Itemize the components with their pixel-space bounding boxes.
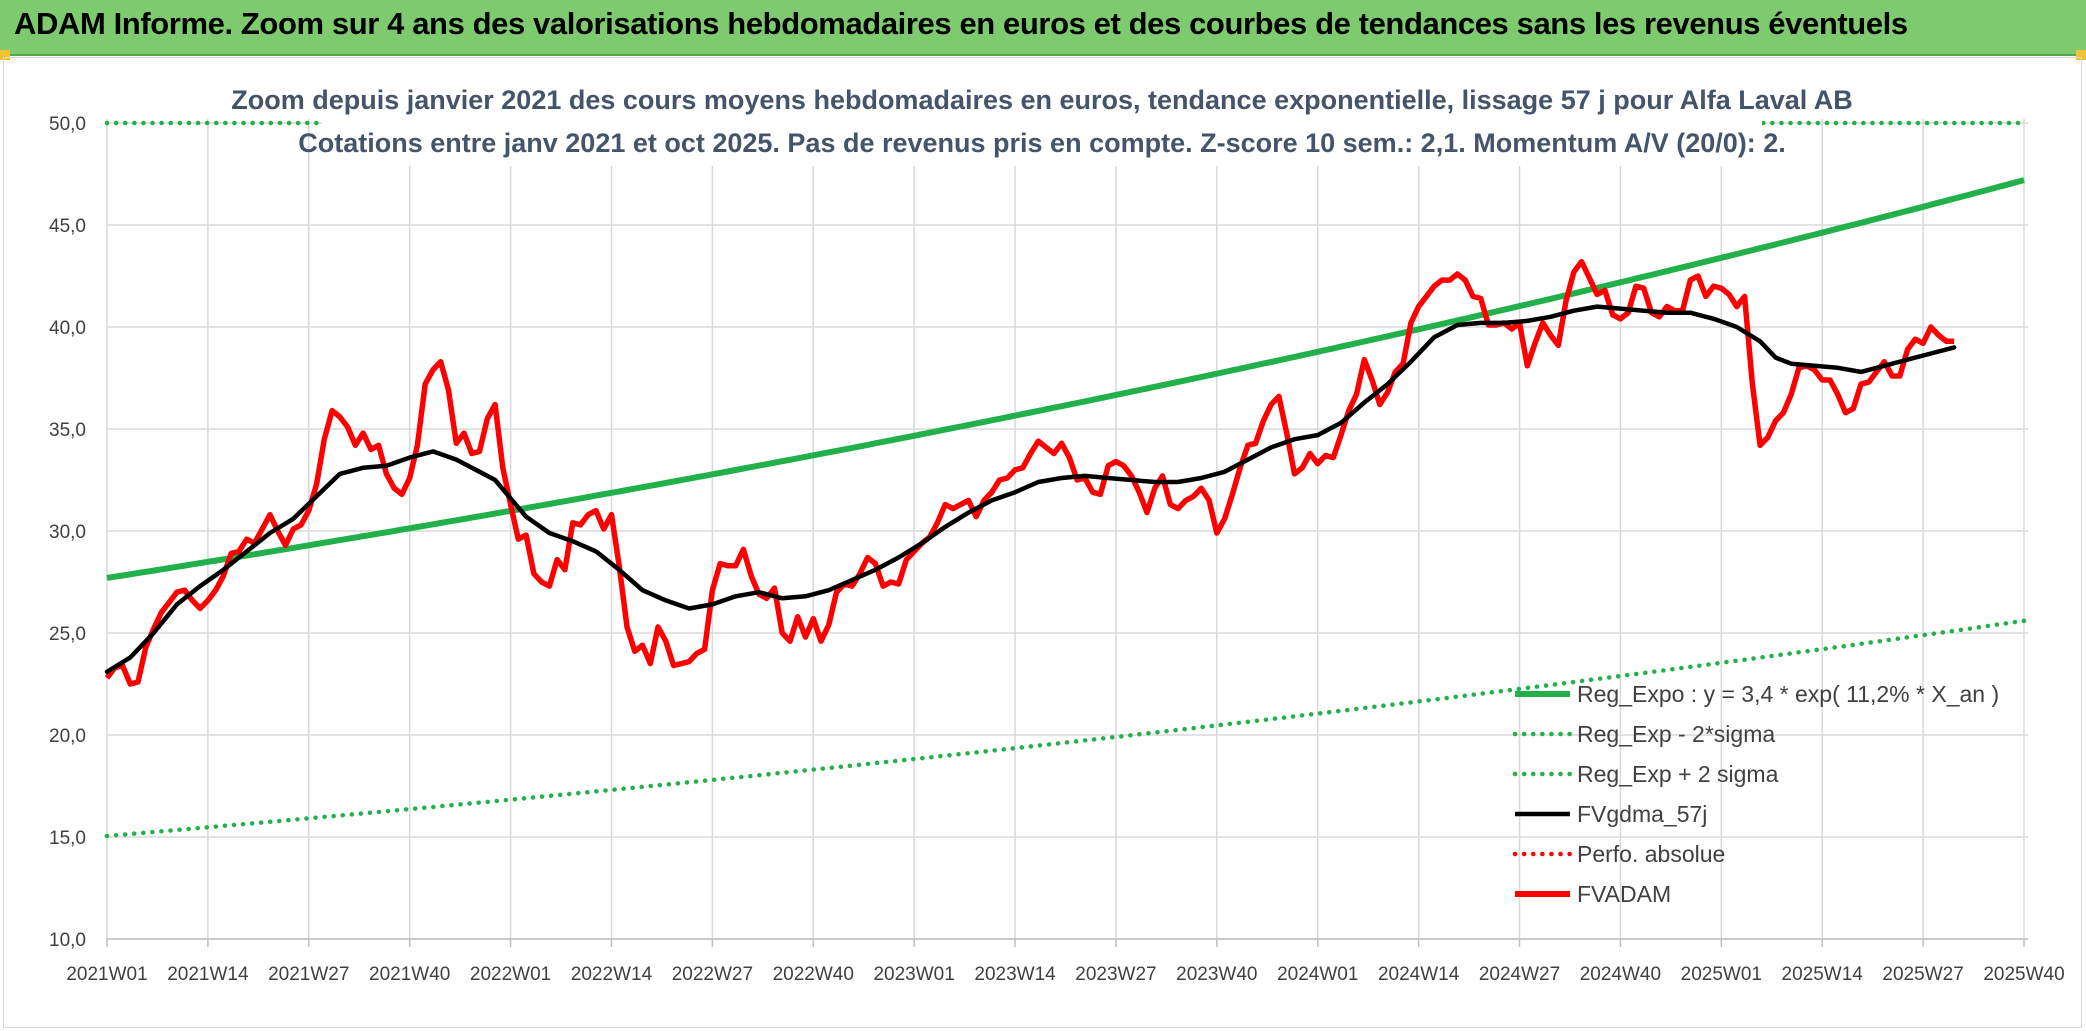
y-tick-label: 25,0 [49, 624, 86, 645]
y-tick-label: 10,0 [49, 930, 86, 951]
x-tick-label: 2025W27 [1882, 964, 1963, 985]
x-tick-label: 2022W01 [470, 964, 551, 985]
corner-marker [0, 50, 10, 60]
x-tick-label: 2022W40 [773, 964, 854, 985]
x-tick-label: 2025W40 [1983, 964, 2064, 985]
reg-expo-trend-line [106, 177, 2025, 581]
x-tick-label: 2025W14 [1782, 964, 1864, 985]
title-banner: ADAM Informe. Zoom sur 4 ans des valoris… [0, 0, 2086, 56]
x-tick-label: 2022W14 [571, 964, 653, 985]
y-tick-label: 40,0 [49, 318, 86, 339]
legend-label-reg_minus: Reg_Exp - 2*sigma [1577, 721, 1775, 747]
chart-subtitle: Cotations entre janv 2021 et oct 2025. P… [298, 128, 1786, 158]
legend-label-reg_plus: Reg_Exp + 2 sigma [1577, 761, 1779, 787]
legend-label-reg_expo: Reg_Expo : y = 3,4 * exp( 11,2% * X_an ) [1577, 681, 1999, 707]
x-tick-label: 2023W14 [974, 964, 1056, 985]
fvadam-line [104, 258, 1955, 687]
y-tick-label: 30,0 [49, 522, 86, 543]
x-tick-label: 2022W27 [672, 964, 753, 985]
x-tick-label: 2021W01 [66, 964, 147, 985]
x-tick-label: 2024W01 [1277, 964, 1358, 985]
fvgdma-57j-line [104, 304, 1957, 675]
y-tick-label: 45,0 [49, 216, 86, 237]
x-tick-label: 2025W01 [1681, 964, 1762, 985]
x-tick-label: 2023W40 [1176, 964, 1257, 985]
corner-marker [2076, 50, 2086, 60]
title-background [322, 76, 1762, 166]
chart-title: Zoom depuis janvier 2021 des cours moyen… [231, 85, 1853, 115]
x-tick-label: 2021W40 [369, 964, 450, 985]
legend-label-fvadam: FVADAM [1577, 881, 1671, 907]
y-tick-label: 15,0 [49, 828, 86, 849]
y-tick-label: 35,0 [49, 420, 86, 441]
x-tick-label: 2024W14 [1378, 964, 1460, 985]
x-tick-label: 2021W27 [268, 964, 349, 985]
legend: Reg_Expo : y = 3,4 * exp( 11,2% * X_an )… [1512, 681, 1999, 907]
legend-label-perfo: Perfo. absolue [1577, 841, 1725, 867]
legend-label-fvgdma: FVgdma_57j [1577, 801, 1707, 827]
y-axis-ticks: 10,0 15,0 20,0 25,0 30,0 35,0 40,0 45,0 50,0 [49, 114, 86, 951]
x-tick-label: 2024W40 [1580, 964, 1661, 985]
y-tick-label: 20,0 [49, 726, 86, 747]
x-tick-label: 2024W27 [1479, 964, 1560, 985]
x-tick-label: 2023W01 [873, 964, 954, 985]
x-tick-label: 2021W14 [167, 964, 249, 985]
y-tick-label: 50,0 [49, 114, 86, 135]
reg-exp-minus-2sigma-line [104, 618, 2027, 839]
x-axis-ticks: 2021W01 2021W14 2021W27 2021W40 2022W01 2022W… [66, 964, 2064, 985]
banner-title: ADAM Informe. Zoom sur 4 ans des valoris… [14, 6, 1908, 41]
chart-frame [3, 57, 2082, 1028]
x-tick-label: 2023W27 [1075, 964, 1156, 985]
